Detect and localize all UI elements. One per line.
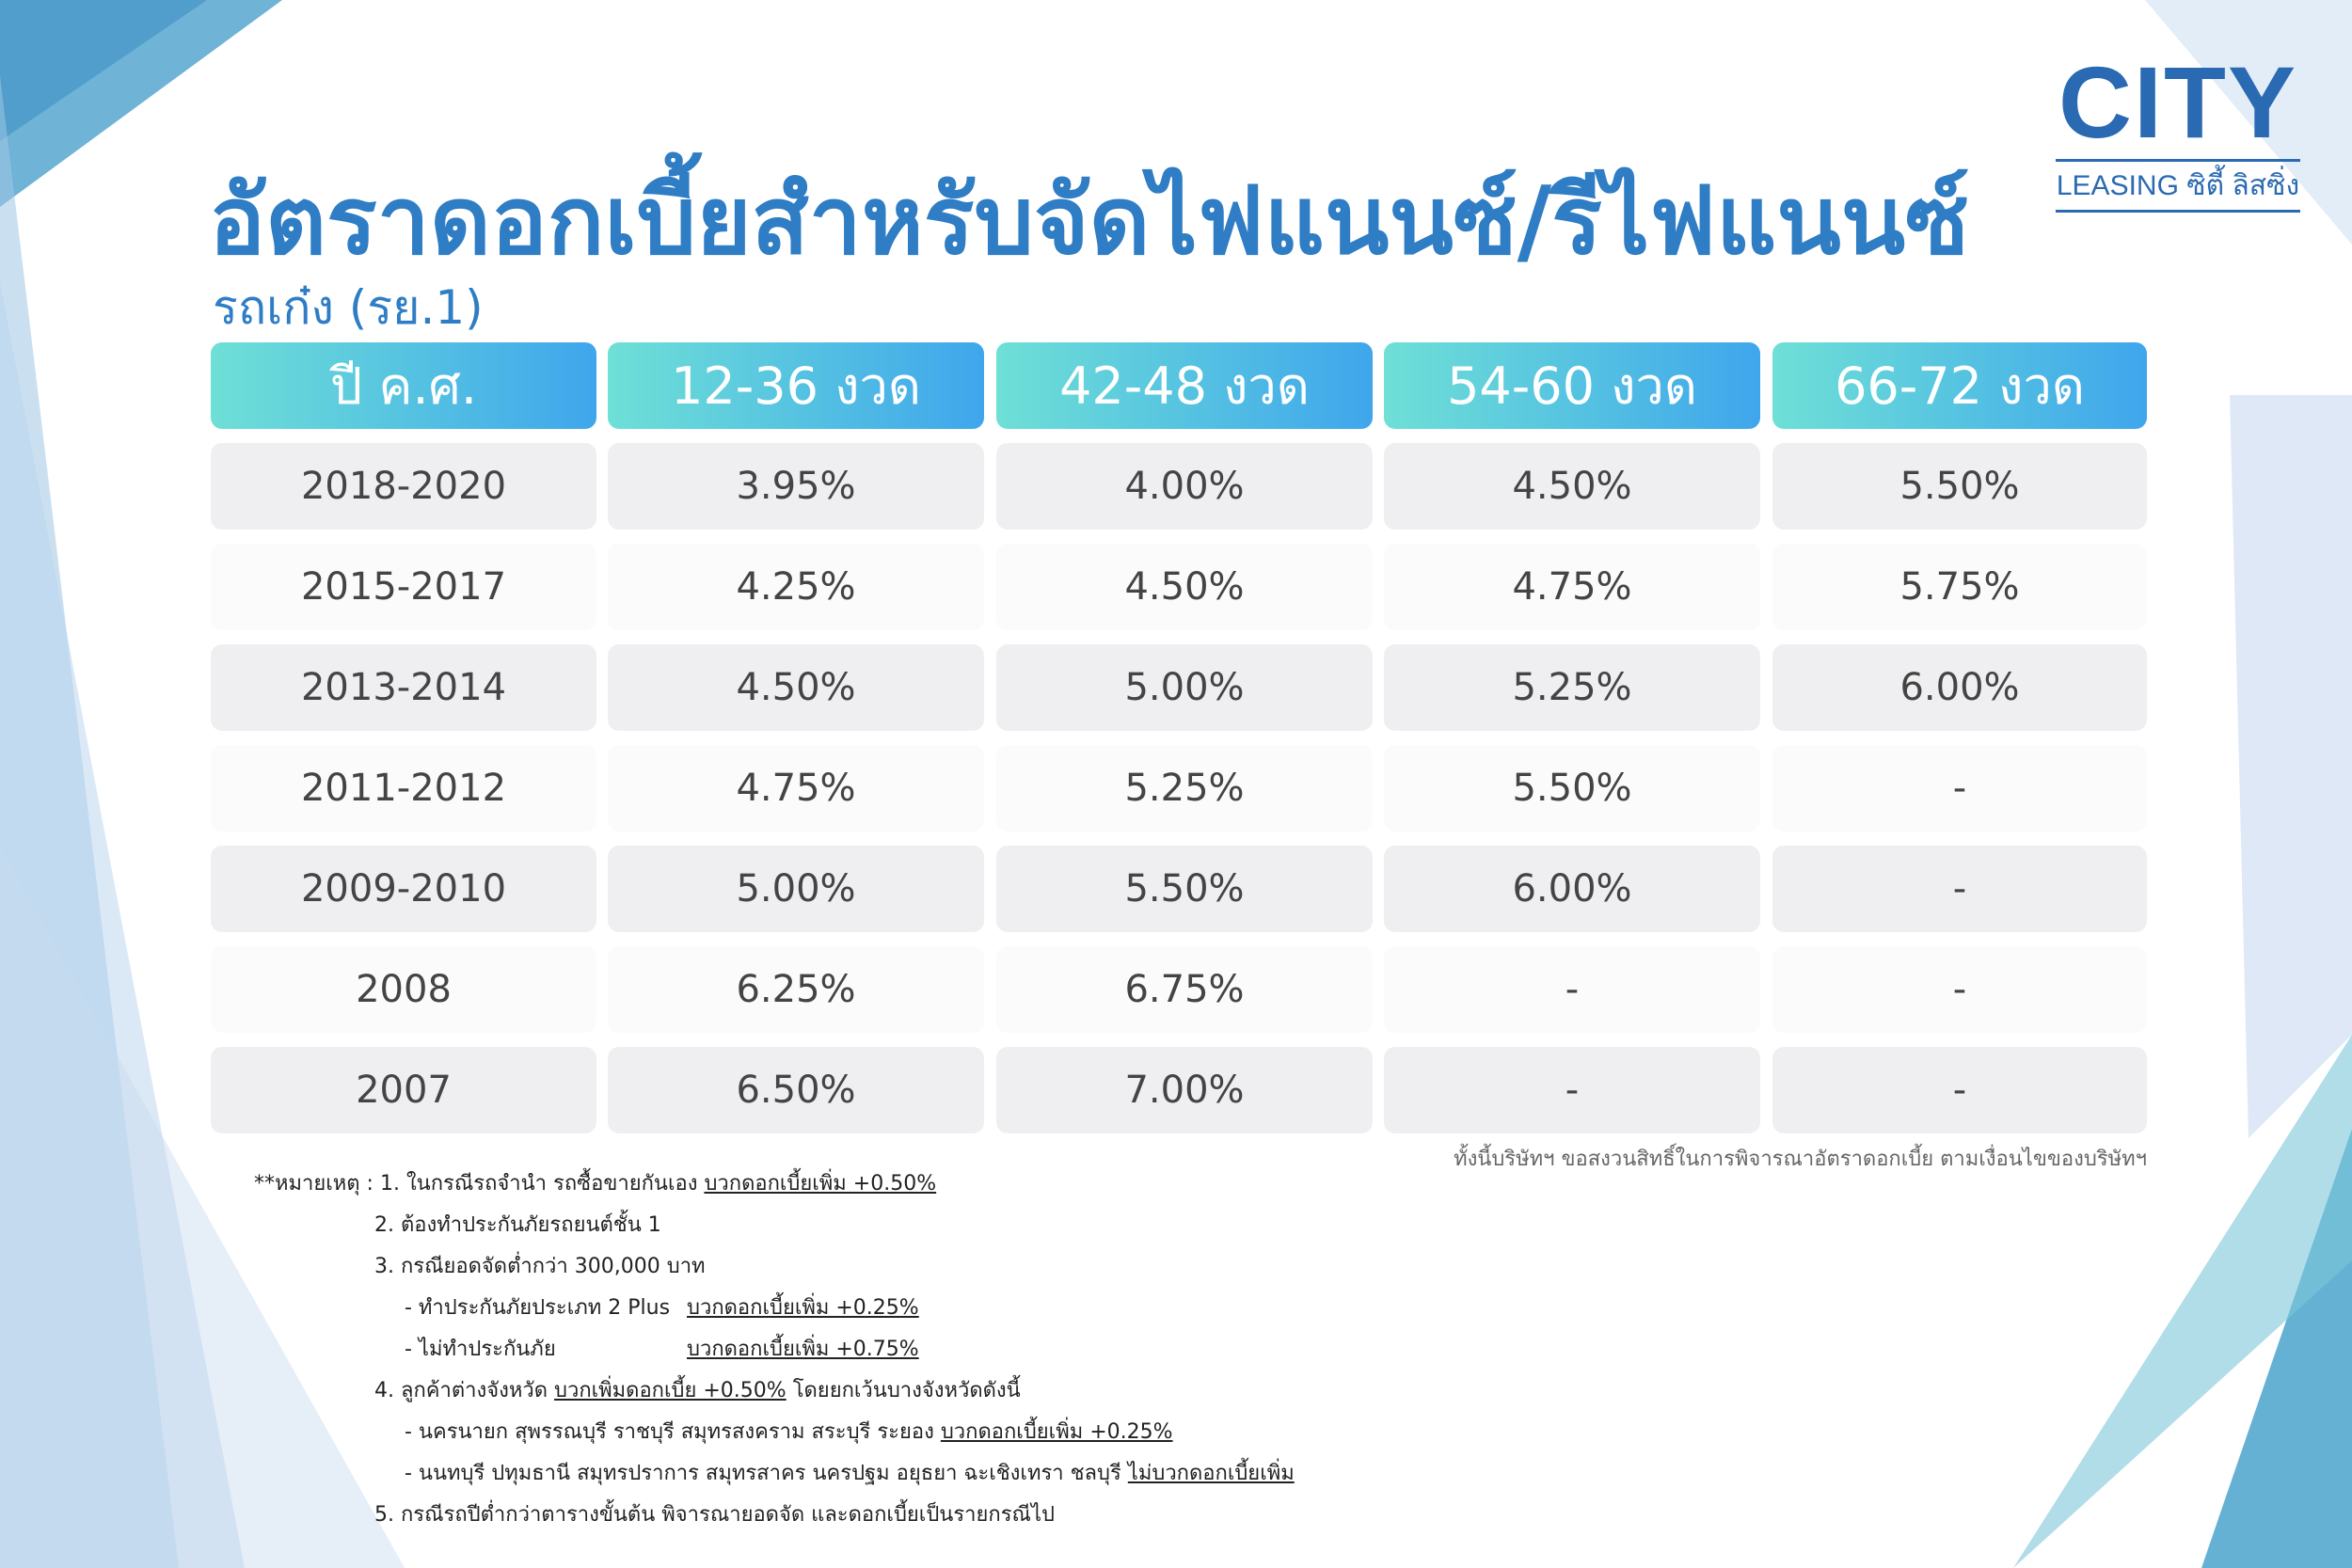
note-1-text: **หมายเหตุ : 1. ในกรณีรถจำนำ รถซื้อขายกั…: [254, 1172, 705, 1196]
table-cell-rate: 5.50%: [996, 846, 1373, 932]
note-2: 2. ต้องทำประกันภัยรถยนต์ชั้น 1: [374, 1213, 661, 1237]
logo-main-text: CITY: [2058, 45, 2297, 159]
table-cell-rate: 6.75%: [996, 946, 1373, 1033]
table-cell-rate: 5.00%: [996, 644, 1373, 731]
table-cell-rate: 5.25%: [996, 745, 1373, 832]
table-row-year: 2018-2020: [211, 443, 596, 530]
table-row-year: 2013-2014: [211, 644, 596, 731]
note-4a: - นครนายก สุพรรณบุรี ราชบุรี สมุทรสงคราม…: [405, 1420, 1173, 1444]
table-cell-rate: 3.95%: [608, 443, 984, 530]
table-cell-rate: 6.50%: [608, 1047, 984, 1133]
table-row-year: 2011-2012: [211, 745, 596, 832]
table-cell-rate: 4.75%: [608, 745, 984, 832]
table-header-1: 12-36 งวด: [608, 342, 984, 429]
table-header-2: 42-48 งวด: [996, 342, 1373, 429]
note-4b-surcharge: ไม่บวกดอกเบี้ยเพิ่ม: [1127, 1462, 1295, 1485]
note-3b-surcharge: บวกดอกเบี้ยเพิ่ม +0.75%: [687, 1338, 919, 1361]
note-3: 3. กรณียอดจัดต่ำกว่า 300,000 บาท: [374, 1255, 706, 1278]
note-3a: - ทำประกันภัยประเภท 2 Plus: [405, 1291, 670, 1323]
table-cell-rate: 4.75%: [1384, 544, 1760, 630]
table-cell-rate: 4.50%: [608, 644, 984, 731]
table-cell-rate: 7.00%: [996, 1047, 1373, 1133]
table-cell-rate: -: [1772, 1047, 2147, 1133]
table-cell-rate: -: [1772, 846, 2147, 932]
table-cell-rate: 4.50%: [1384, 443, 1760, 530]
table-cell-rate: 4.50%: [996, 544, 1373, 630]
note-4b: - นนทบุรี ปทุมธานี สมุทรปราการ สมุทรสาคร…: [405, 1462, 1295, 1485]
note-1-surcharge: บวกดอกเบี้ยเพิ่ม +0.50%: [704, 1172, 937, 1196]
note-4-surcharge: บวกเพิ่มดอกเบี้ย +0.50%: [554, 1379, 787, 1402]
table-header-4: 66-72 งวด: [1772, 342, 2147, 429]
note-3b: - ไม่ทำประกันภัย: [405, 1332, 556, 1365]
table-row-year: 2015-2017: [211, 544, 596, 630]
table-cell-rate: 6.00%: [1384, 846, 1760, 932]
table-row-year: 2008: [211, 946, 596, 1033]
table-row-year: 2009-2010: [211, 846, 596, 932]
table-cell-rate: 5.00%: [608, 846, 984, 932]
table-header-0: ปี ค.ศ.: [211, 342, 596, 429]
page-title: อัตราดอกเบี้ยสำหรับจัดไฟแนนซ์/รีไฟแนนซ์: [209, 166, 1969, 276]
table-cell-rate: -: [1384, 1047, 1760, 1133]
table-cell-rate: -: [1772, 946, 2147, 1033]
table-cell-rate: 6.25%: [608, 946, 984, 1033]
table-cell-rate: 5.50%: [1384, 745, 1760, 832]
note-5: 5. กรณีรถปีต่ำกว่าตารางขั้นต้น พิจารณายอ…: [374, 1503, 1055, 1527]
disclaimer: ทั้งนี้บริษัทฯ ขอสงวนสิทธิ์ในการพิจารณาอ…: [1454, 1148, 2147, 1171]
table-cell-rate: -: [1384, 946, 1760, 1033]
note-3a-text: - ทำประกันภัยประเภท 2 Plus: [405, 1296, 671, 1320]
note-1: **หมายเหตุ : 1. ในกรณีรถจำนำ รถซื้อขายกั…: [254, 1166, 936, 1199]
note-3b-text: - ไม่ทำประกันภัย: [405, 1338, 556, 1361]
table-cell-rate: 5.50%: [1772, 443, 2147, 530]
note-4: 4. ลูกค้าต่างจังหวัด บวกเพิ่มดอกเบี้ย +0…: [374, 1379, 1021, 1402]
company-logo: CITY LEASING ซิตี้ ลิสซิ่ง: [2056, 52, 2300, 213]
table-cell-rate: -: [1772, 745, 2147, 832]
table-row-year: 2007: [211, 1047, 596, 1133]
note-3a-surcharge: บวกดอกเบี้ยเพิ่ม +0.25%: [687, 1296, 919, 1320]
page-subtitle: รถเก๋ง (รย.1): [213, 280, 484, 335]
note-4a-surcharge: บวกดอกเบี้ยเพิ่ม +0.25%: [940, 1420, 1173, 1444]
table-cell-rate: 5.25%: [1384, 644, 1760, 731]
table-cell-rate: 4.25%: [608, 544, 984, 630]
table-header-3: 54-60 งวด: [1384, 342, 1760, 429]
table-cell-rate: 4.00%: [996, 443, 1373, 530]
table-cell-rate: 5.75%: [1772, 544, 2147, 630]
table-cell-rate: 6.00%: [1772, 644, 2147, 731]
logo-sub-text: LEASING ซิตี้ ลิสซิ่ง: [2056, 159, 2300, 213]
